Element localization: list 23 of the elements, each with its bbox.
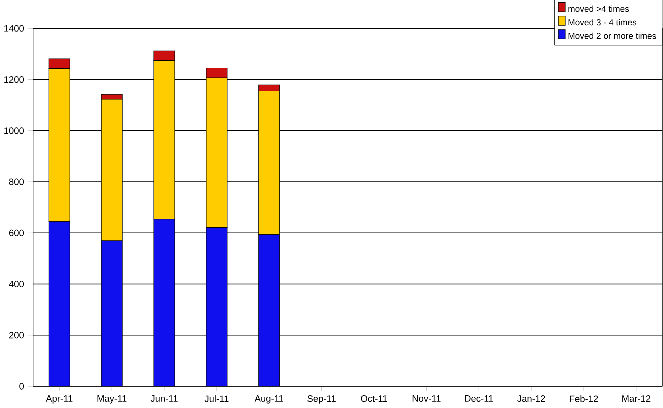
x-tick-label: Feb-12	[570, 396, 598, 402]
x-tick-label: Jan-12	[518, 396, 546, 402]
y-tick-label: 400	[9, 281, 24, 288]
x-tick-label: Aug-11	[254, 396, 284, 404]
x-tick-label: May-11	[98, 396, 127, 404]
legend-label: moved >4 times	[568, 6, 630, 12]
x-tick-label: Jun-11	[150, 396, 178, 402]
y-tick-label: 1000	[4, 128, 24, 134]
y-tick-label: 200	[9, 332, 24, 339]
y-tick-label: 600	[9, 230, 24, 237]
x-tick-label: Mar-12	[622, 396, 651, 402]
legend-label: Moved 2 or more times	[568, 32, 656, 40]
x-tick-label: Sep-11	[308, 396, 336, 404]
y-tick-label: 1200	[4, 76, 24, 84]
legend-label: Moved 3 - 4 times	[568, 19, 637, 26]
x-tick-label: Oct-11	[361, 396, 388, 402]
x-tick-label: Nov-11	[412, 396, 441, 402]
y-tick-label: 800	[9, 178, 24, 186]
x-tick-label: Jul-11	[204, 396, 229, 402]
x-tick-label: Apr-11	[46, 396, 73, 404]
y-tick-label: 0	[20, 383, 24, 390]
y-tick-label: 1400	[4, 25, 24, 32]
x-tick-label: Dec-11	[465, 396, 494, 402]
